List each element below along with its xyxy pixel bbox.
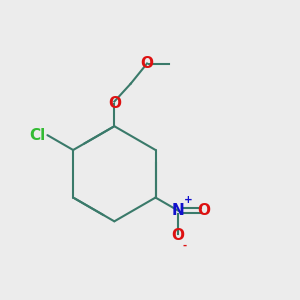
Text: O: O bbox=[172, 228, 185, 243]
Text: O: O bbox=[197, 203, 210, 218]
Text: Cl: Cl bbox=[30, 128, 46, 142]
Text: +: + bbox=[184, 195, 192, 205]
Text: O: O bbox=[140, 56, 154, 71]
Text: -: - bbox=[183, 240, 187, 250]
Text: N: N bbox=[172, 203, 184, 218]
Text: O: O bbox=[108, 96, 121, 111]
